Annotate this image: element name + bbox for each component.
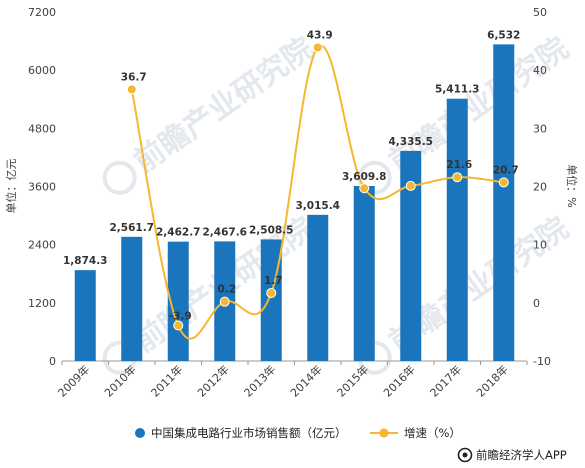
y-right-tick-label: 10 <box>533 239 547 252</box>
footer-brand-text: 前瞻经济学人APP <box>476 448 567 462</box>
bar <box>400 150 422 361</box>
bar-value-label: 3,609.8 <box>342 171 387 183</box>
bar-value-label: 5,411.3 <box>435 84 480 96</box>
bar <box>353 186 375 361</box>
bar <box>446 98 468 361</box>
growth-value-label: 1.7 <box>264 275 283 287</box>
growth-value-label: 43.9 <box>307 29 333 41</box>
y-left-tick-label: 1200 <box>28 297 56 310</box>
bar-value-label: 4,335.5 <box>388 136 433 148</box>
growth-point <box>312 42 323 53</box>
bar <box>493 44 515 361</box>
y-right-tick-label: 30 <box>533 122 547 135</box>
growth-value-label: 20.7 <box>493 164 519 176</box>
y-left-axis-title: 单位：亿元 <box>4 159 18 214</box>
y-left-tick-label: 7200 <box>28 6 56 19</box>
y-right-tick-label: 40 <box>533 64 547 77</box>
growth-point <box>405 180 416 191</box>
x-tick-label: 2018年 <box>473 362 510 399</box>
bars-layer <box>74 44 515 361</box>
x-tick-label: 2009年 <box>55 362 92 399</box>
y-left-tick-label: 2400 <box>28 239 56 252</box>
y-right-tick-label: 50 <box>533 6 547 19</box>
bar-value-label: 3,015.4 <box>295 200 340 212</box>
y-right-tick-label: 20 <box>533 181 547 194</box>
legend-bar-marker <box>135 428 145 438</box>
bar-value-label: 2,508.5 <box>249 224 294 236</box>
y-left-tick-label: 6000 <box>28 64 56 77</box>
x-tick-label: 2014年 <box>287 362 324 399</box>
bar-value-label: 6,532 <box>487 29 520 41</box>
bar <box>74 270 96 361</box>
y-right-tick-label: 0 <box>533 297 540 310</box>
growth-point <box>219 296 230 307</box>
bar-value-label: 2,462.7 <box>156 227 201 239</box>
footer-brand: 前瞻经济学人APP <box>457 447 567 463</box>
growth-point <box>266 287 277 298</box>
bar <box>307 214 329 361</box>
x-tick-label: 2015年 <box>334 362 371 399</box>
legend-line-label: 增速（%） <box>404 426 461 440</box>
legend-bar-label: 中国集成电路行业市场销售额（亿元） <box>151 426 347 440</box>
growth-point <box>498 177 509 188</box>
svg-text:前瞻产业研究院: 前瞻产业研究院 <box>128 31 320 180</box>
y-left-tick-label: 3600 <box>28 181 56 194</box>
data-labels-layer: 1,874.3 2,561.7 2,462.7 2,467.6 2,508.53,015… <box>63 29 520 322</box>
x-tick-label: 2017年 <box>427 362 464 399</box>
y-right-tick-label: -10 <box>533 355 551 368</box>
growth-value-label: 0.2 <box>217 284 236 296</box>
bar <box>260 239 282 361</box>
legend: 中国集成电路行业市场销售额（亿元） 增速（%） <box>135 426 461 440</box>
y-right-axis-title: 单位：% <box>565 164 579 207</box>
growth-value-label: 21.6 <box>446 159 472 171</box>
y-left-tick-label: 4800 <box>28 122 56 135</box>
x-tick-label: 2011年 <box>148 362 185 399</box>
y-left-tick-label: 0 <box>49 355 56 368</box>
growth-line-layer <box>126 42 509 340</box>
bar-value-label: 2,561.7 <box>109 222 154 234</box>
growth-point <box>126 84 137 95</box>
growth-point <box>173 320 184 331</box>
growth-point <box>359 183 370 194</box>
bar <box>121 236 143 361</box>
growth-point <box>452 172 463 183</box>
bar <box>167 241 189 361</box>
growth-value-label: -3.9 <box>169 311 192 323</box>
x-tick-label: 2013年 <box>241 362 278 399</box>
x-tick-label: 2012年 <box>194 362 231 399</box>
watermark: 前瞻产业研究院 <box>102 31 320 195</box>
bar-value-label: 2,467.6 <box>202 226 247 238</box>
bar-value-label: 1,874.3 <box>63 255 108 267</box>
legend-line-marker <box>379 428 389 438</box>
growth-value-label: 36.7 <box>121 71 147 83</box>
